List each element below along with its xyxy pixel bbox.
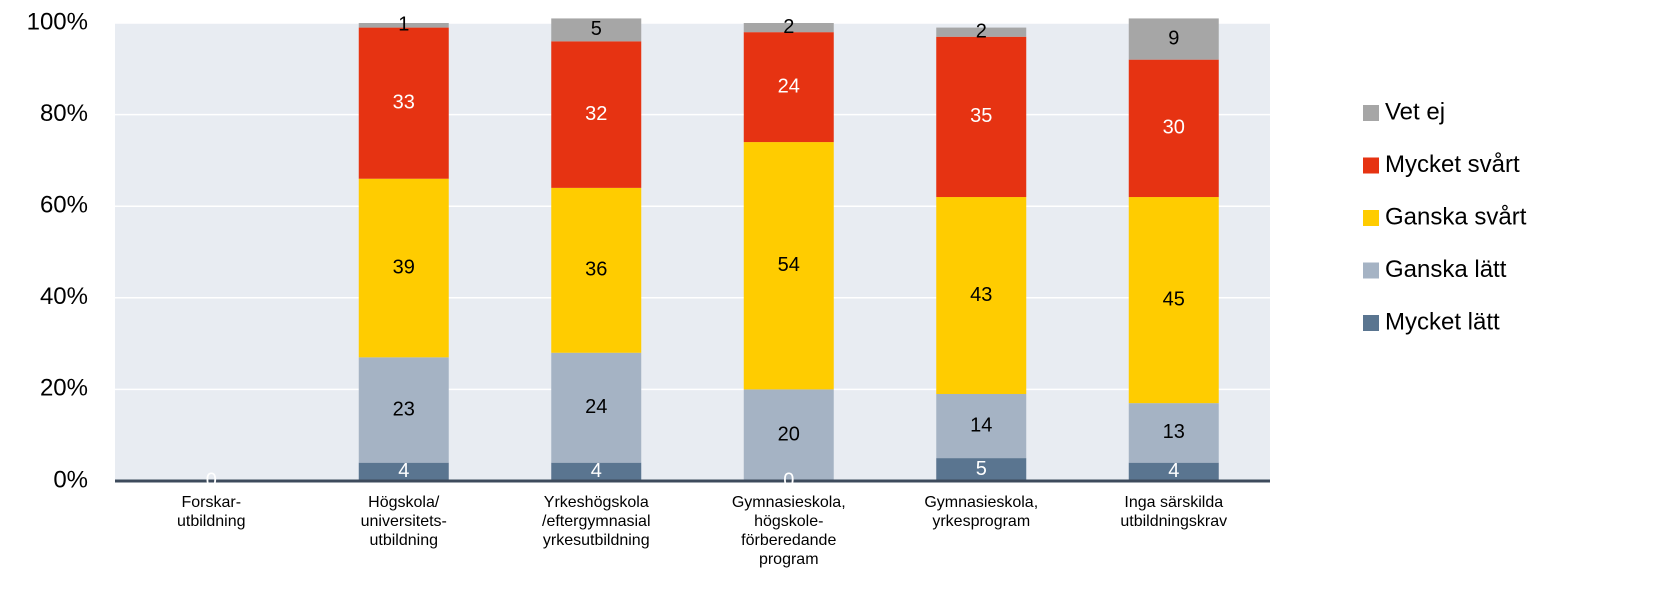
data-label: 36 — [585, 259, 607, 281]
data-label: 54 — [778, 254, 800, 276]
x-tick-label-line: /eftergymnasial — [542, 513, 651, 530]
x-tick-label-line: förberedande — [741, 532, 836, 549]
data-label: 5 — [976, 458, 987, 480]
bar-segment — [936, 27, 1027, 37]
bar-segment — [358, 27, 449, 179]
bar-segment — [936, 458, 1027, 481]
x-tick-label-line: yrkesprogram — [932, 513, 1030, 530]
legend-label: Mycket lätt — [1385, 308, 1500, 335]
legend-label: Mycket svårt — [1385, 151, 1520, 178]
x-tick-label-line: universitets- — [361, 513, 447, 530]
data-label: 39 — [393, 256, 415, 278]
y-tick-label: 60% — [40, 192, 88, 219]
data-label: 43 — [970, 284, 992, 306]
data-label: 23 — [393, 398, 415, 420]
legend-swatch — [1363, 315, 1379, 331]
x-tick-label: Gymnasieskola, högskole-förberedande progr… — [732, 494, 846, 568]
x-tick-label-line: utbildningskrav — [1120, 513, 1227, 530]
x-tick-label-line: Forskar- — [181, 494, 241, 511]
legend-swatch — [1363, 157, 1379, 174]
plot-area — [115, 23, 1270, 481]
data-label: 45 — [1163, 288, 1185, 310]
data-label: 9 — [1168, 27, 1179, 49]
data-label: 0 — [206, 469, 217, 491]
data-label: 24 — [585, 396, 607, 418]
x-tick-label-line: utbildning — [370, 532, 439, 549]
data-label: 4 — [591, 460, 602, 482]
legend-swatch — [1363, 105, 1379, 121]
x-tick-label-line: högskole- — [754, 513, 823, 530]
bar-segment — [936, 36, 1027, 198]
bar-segment — [1128, 59, 1219, 198]
bar-segment — [358, 462, 449, 481]
x-tick-label: Högskola/universitets-utbildning — [361, 494, 447, 549]
legend-label: Ganska svårt — [1385, 203, 1527, 230]
data-label: 4 — [1168, 460, 1179, 482]
data-label: 30 — [1163, 117, 1185, 139]
x-tick-label: Inga särskilda utbildningskrav — [1120, 494, 1227, 530]
legend-label: Ganska lätt — [1385, 256, 1507, 283]
x-tick-label-line: Gymnasieskola, — [924, 494, 1038, 511]
bar-segment — [551, 187, 642, 353]
x-tick-label-line: yrkesutbildning — [543, 532, 650, 549]
x-tick-label-line: program — [759, 551, 819, 568]
y-tick-label: 40% — [40, 283, 88, 310]
data-label: 32 — [585, 103, 607, 125]
bar-segment — [936, 197, 1027, 394]
bar-segment — [551, 18, 642, 42]
data-label: 20 — [778, 423, 800, 445]
bar-segment — [743, 32, 834, 143]
y-tick-label: 20% — [40, 375, 88, 402]
y-tick-label: 80% — [40, 100, 88, 127]
x-tick-label: Yrkeshögskola/eftergymnasial yrkesutbildn… — [542, 494, 651, 549]
data-label: 5 — [591, 18, 602, 40]
data-label: 13 — [1163, 421, 1185, 443]
data-label: 33 — [393, 91, 415, 113]
data-label: 2 — [783, 16, 794, 38]
bar-segment — [743, 142, 834, 390]
bar-segment — [358, 357, 449, 463]
legend-swatch — [1363, 210, 1379, 226]
legend-swatch — [1363, 262, 1379, 279]
bar-segment — [358, 178, 449, 358]
bar-segment — [1128, 197, 1219, 404]
data-label: 24 — [778, 75, 800, 97]
data-label: 2 — [976, 20, 987, 42]
bar-segment — [743, 389, 834, 481]
bar-segment — [743, 23, 834, 33]
x-tick-label-line: Högskola/ — [368, 494, 440, 511]
y-tick-label: 0% — [53, 466, 88, 493]
legend-label: Vet ej — [1385, 98, 1445, 125]
data-label: 1 — [398, 14, 409, 36]
data-label: 4 — [398, 460, 409, 482]
bar-segment — [1128, 403, 1219, 463]
bar-segment — [1128, 462, 1219, 481]
bar-segment — [551, 462, 642, 481]
x-tick-label-line: Yrkeshögskola — [544, 494, 649, 511]
x-tick-label: Forskar-utbildning — [177, 494, 246, 530]
x-tick-label-line: utbildning — [177, 513, 246, 530]
data-label: 0 — [783, 469, 794, 491]
bar-segment — [551, 352, 642, 463]
bar-segment — [551, 41, 642, 188]
data-label: 35 — [970, 105, 992, 127]
data-label: 14 — [970, 414, 992, 436]
y-tick-label: 100% — [27, 8, 88, 35]
x-tick-label-line: Gymnasieskola, — [732, 494, 846, 511]
x-tick-label-line: Inga särskilda — [1124, 494, 1223, 511]
x-tick-label: Gymnasieskola, yrkesprogram — [924, 494, 1038, 530]
bar-segment — [936, 393, 1027, 459]
bar-segment — [1128, 18, 1219, 60]
bar-segment — [358, 23, 449, 28]
